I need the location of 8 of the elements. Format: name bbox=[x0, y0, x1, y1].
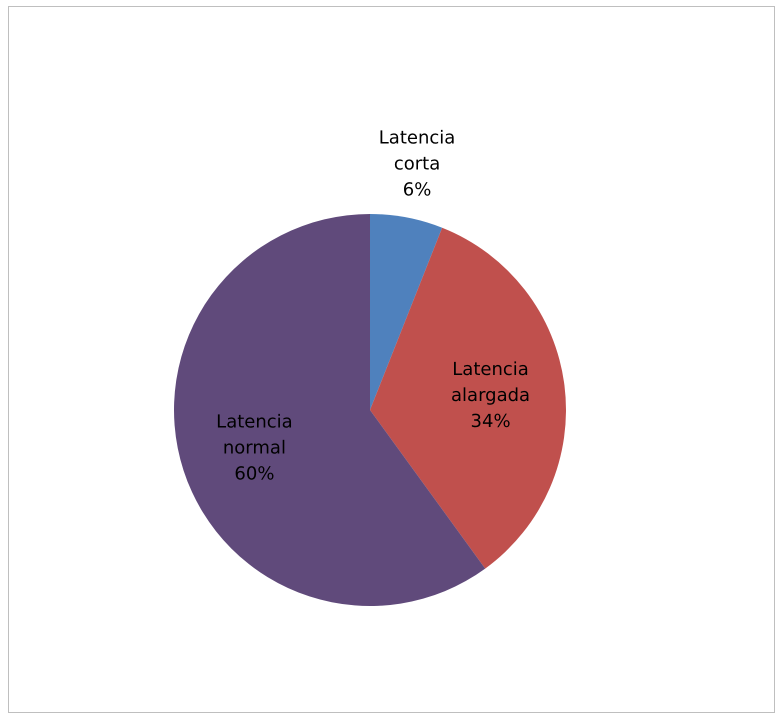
slice-label: Latencia normal bbox=[216, 412, 293, 459]
pie-slice bbox=[370, 228, 566, 569]
data-label: 34% bbox=[470, 410, 511, 432]
data-label: 60% bbox=[234, 464, 274, 485]
slice-label: Latencia alargada bbox=[451, 358, 530, 406]
slice-label: Latencia corta bbox=[378, 127, 456, 174]
data-label: 6% bbox=[402, 179, 432, 200]
pie-slice bbox=[370, 214, 442, 410]
